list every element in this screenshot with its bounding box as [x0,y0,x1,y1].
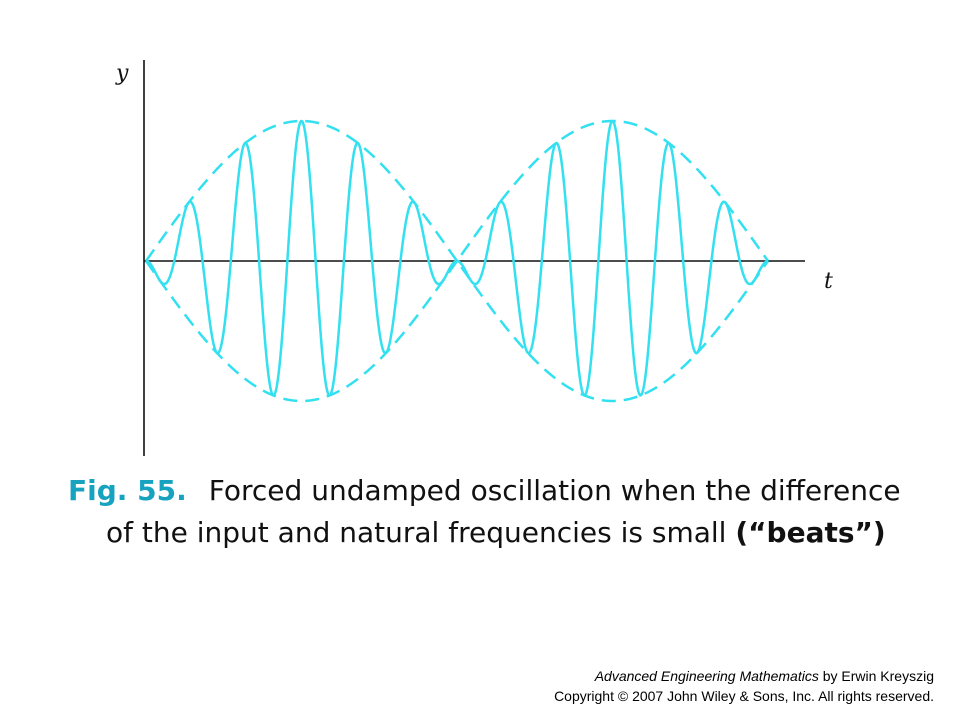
lower-envelope-dashed-curve [144,258,770,403]
credit-line-1: Advanced Engineering Mathematics by Erwi… [554,666,934,686]
figure-caption: Fig. 55. Forced undamped oscillation when… [68,470,918,554]
caption-line-2-text: of the input and natural frequencies is … [106,516,736,549]
caption-beats-term: (“beats”) [735,516,886,549]
book-author: by Erwin Kreyszig [818,668,934,684]
figure-number: Fig. 55. [68,474,187,507]
upper-envelope-dashed-curve [144,119,770,264]
source-credit: Advanced Engineering Mathematics by Erwi… [554,666,934,706]
oscillation-solid-curve [145,119,769,397]
book-title: Advanced Engineering Mathematics [594,668,819,684]
copyright-line: Copyright © 2007 John Wiley & Sons, Inc.… [554,688,934,704]
t-axis-label: t [824,269,833,294]
caption-line-1: Forced undamped oscillation when the dif… [208,474,901,507]
y-axis-label: y [115,61,129,86]
caption-line-2: of the input and natural frequencies is … [68,512,918,554]
beats-plot: y t [115,60,833,456]
